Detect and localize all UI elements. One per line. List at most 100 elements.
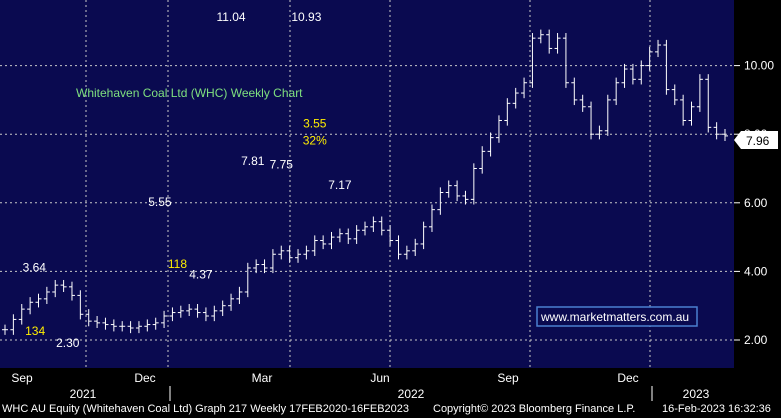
price-bar — [428, 204, 435, 232]
price-bar — [27, 297, 34, 315]
price-bar — [161, 310, 168, 328]
price-bar — [303, 245, 310, 260]
annotation-label: 3.64 — [23, 260, 47, 274]
y-tick-label: 6.00 — [744, 196, 768, 210]
watermark: www.marketmatters.com.au — [536, 306, 698, 327]
price-bar — [244, 262, 251, 298]
x-month-label: Mar — [252, 371, 273, 385]
y-tick-label: 2.00 — [744, 333, 768, 347]
price-bar — [562, 33, 569, 88]
price-bar — [512, 87, 519, 109]
price-bar — [278, 245, 285, 260]
annotation-label: 4.37 — [189, 267, 213, 281]
x-month-label: Dec — [617, 371, 638, 385]
price-bar — [378, 216, 385, 236]
price-bar — [336, 228, 343, 243]
price-bar — [194, 303, 201, 318]
price-bar — [412, 238, 419, 256]
price-bar — [286, 245, 293, 263]
x-year-label: 2021 — [70, 387, 97, 401]
price-bar — [370, 216, 377, 232]
price-bar — [353, 225, 360, 244]
price-bar — [546, 29, 553, 54]
price-bar — [613, 77, 620, 106]
price-bar — [68, 281, 75, 301]
price-bar — [186, 303, 193, 316]
price-bar — [571, 77, 578, 106]
price-bar — [387, 225, 394, 246]
price-bar — [2, 324, 8, 335]
price-bar — [219, 300, 226, 316]
price-bar — [688, 101, 695, 126]
annotation-label: 3.55 — [303, 116, 327, 130]
price-bar — [629, 63, 636, 85]
price-bar — [202, 307, 209, 322]
price-bar — [18, 303, 25, 325]
price-chart: 10.008.006.004.002.00 SepDecMarJunSepDec… — [0, 0, 781, 401]
price-bar — [211, 305, 218, 322]
price-bar — [487, 132, 494, 157]
footer-timestamp: 16-Feb-2023 16:32:36 — [662, 403, 771, 415]
annotation-label: 11.04 — [216, 10, 245, 24]
x-axis-panel — [0, 368, 734, 401]
last-price-badge: 7.96 — [734, 131, 778, 149]
price-bar — [10, 314, 17, 335]
price-bar — [102, 317, 109, 330]
annotation-label: 7.81 — [241, 154, 265, 168]
price-bar — [445, 180, 452, 198]
price-bar — [529, 33, 536, 88]
price-bar — [537, 29, 544, 44]
price-bar — [52, 279, 59, 298]
y-tick-label: 10.00 — [744, 59, 774, 73]
price-bar — [646, 46, 653, 71]
price-bar — [328, 231, 335, 250]
price-bar — [479, 146, 486, 174]
price-bar — [152, 317, 159, 330]
price-bar — [85, 309, 92, 327]
footer-bar: WHC AU Equity (Whitehaven Coal Ltd) Grap… — [0, 401, 781, 418]
price-bar — [43, 286, 50, 304]
price-bar — [77, 290, 84, 320]
price-bar — [579, 94, 586, 112]
price-bar — [437, 187, 444, 215]
price-bar — [462, 190, 469, 205]
price-bar — [169, 307, 176, 322]
price-bar — [236, 286, 243, 304]
price-bar — [554, 33, 561, 54]
price-bar — [362, 221, 368, 236]
price-bar — [60, 279, 67, 292]
y-axis-panel — [734, 0, 781, 401]
price-bar — [119, 321, 126, 332]
x-year-label: 2023 — [683, 387, 710, 401]
y-tick-label: 4.00 — [744, 264, 768, 278]
price-bar — [135, 321, 142, 334]
price-bar — [655, 39, 662, 58]
price-bar — [680, 94, 687, 126]
price-bar — [311, 235, 318, 256]
price-bar — [295, 249, 302, 263]
annotation-label: 134 — [25, 324, 45, 338]
price-bar — [320, 235, 327, 250]
price-bar — [228, 293, 235, 311]
x-month-label: Jun — [370, 371, 389, 385]
price-bar — [495, 115, 502, 143]
price-bar — [705, 74, 712, 133]
price-bar — [110, 319, 117, 332]
annotation-label: 5.55 — [148, 195, 172, 209]
price-bar — [596, 125, 603, 140]
annotation-label: 10.93 — [291, 10, 321, 24]
price-bar — [269, 249, 276, 274]
price-bar — [420, 221, 427, 250]
price-bar — [588, 101, 595, 140]
x-month-label: Sep — [11, 371, 33, 385]
x-month-label: Dec — [134, 371, 155, 385]
price-bar — [177, 305, 184, 318]
price-bar — [713, 122, 720, 140]
price-bar — [395, 235, 402, 260]
annotation-label: 118 — [168, 257, 187, 271]
price-bar — [345, 228, 352, 244]
price-bar — [127, 321, 134, 334]
price-bar — [454, 180, 461, 202]
annotation-label: 32% — [303, 133, 327, 147]
annotation-label: 2.30 — [56, 336, 80, 350]
